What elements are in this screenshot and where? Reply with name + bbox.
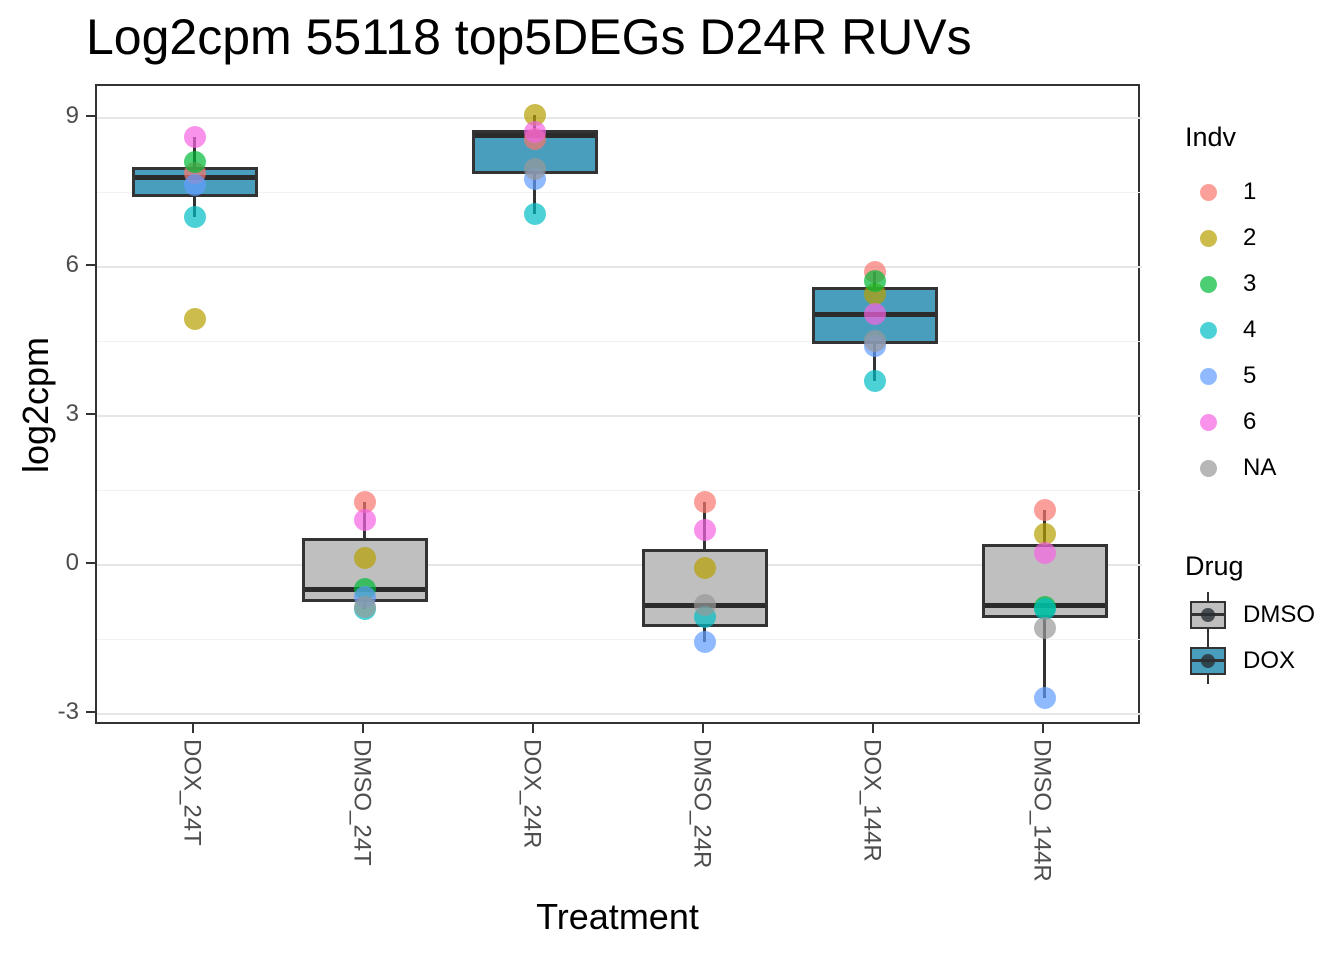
legend-indv-dot-6 (1200, 413, 1217, 431)
legend-indv-dot-2 (1200, 229, 1217, 247)
point-DMSO_24R-indv-1 (693, 490, 716, 513)
x-tick-mark (871, 724, 874, 733)
gridline-minor (97, 191, 1142, 193)
point-DMSO_144R-indv-6 (1033, 542, 1056, 565)
point-DOX_24T-indv-4 (183, 206, 206, 229)
gridline-major (97, 564, 1142, 566)
legend-drug-key-DOX (1188, 638, 1228, 684)
legend-indv-title: Indv (1185, 122, 1237, 152)
point-DMSO_24T-indv-NA (353, 596, 376, 619)
legend-indv-dot-1 (1200, 183, 1217, 201)
legend-drug-key-DMSO (1188, 592, 1228, 638)
gridline-minor (97, 340, 1142, 342)
point-DOX_144R-indv-NA (863, 330, 886, 353)
legend-indv-label-1: 1 (1243, 178, 1257, 205)
gridline-minor (97, 639, 1142, 641)
gridline-major (97, 713, 1142, 716)
point-DMSO_144R-indv-4 (1033, 597, 1056, 620)
legend-indv-dot-5 (1200, 367, 1217, 385)
x-tick-label-DMSO_24T: DMSO_24T (348, 739, 376, 866)
x-tick-mark (531, 724, 534, 733)
point-DOX_24T-indv-2 (183, 308, 206, 331)
legend-indv-dot-NA (1200, 459, 1217, 477)
point-DOX_24T-indv-5 (183, 173, 206, 196)
legend-indv-label-2: 2 (1243, 224, 1257, 251)
point-DOX_144R-indv-6 (863, 303, 886, 326)
point-DOX_24R-indv-2 (523, 104, 546, 127)
gridline-major (97, 265, 1142, 268)
point-DMSO_144R-indv-NA (1033, 617, 1056, 640)
point-DMSO_144R-indv-1 (1033, 499, 1056, 522)
point-DOX_24T-indv-3 (183, 150, 206, 173)
point-DMSO_24R-indv-5 (693, 631, 716, 654)
gridline-major (97, 116, 1142, 119)
y-tick-label: -3 (57, 698, 79, 726)
point-DMSO_24T-indv-2 (353, 547, 376, 570)
point-DOX_144R-indv-4 (863, 370, 886, 393)
x-tick-mark (191, 724, 194, 733)
legend-indv-dot-4 (1200, 321, 1217, 339)
chart-title: Log2cpm 55118 top5DEGs D24R RUVs (86, 9, 972, 65)
point-DMSO_144R-indv-2 (1033, 523, 1056, 546)
point-DOX_24T-indv-6 (183, 125, 206, 148)
plot-panel (95, 84, 1142, 724)
key-point (1201, 654, 1215, 668)
y-tick-mark (86, 711, 95, 714)
y-tick-mark (86, 263, 95, 266)
point-DMSO_24T-indv-6 (353, 509, 376, 532)
legend-indv-dot-3 (1200, 275, 1217, 293)
legend-indv-label-6: 6 (1243, 408, 1257, 435)
key-point (1201, 608, 1215, 622)
point-DOX_24R-indv-4 (523, 203, 546, 226)
gridline-major (97, 414, 1142, 417)
legend-drug-title: Drug (1185, 551, 1244, 581)
legend-indv-label-4: 4 (1243, 316, 1257, 343)
x-tick-label-DMSO_24R: DMSO_24R (688, 739, 716, 869)
legend-indv-label-3: 3 (1243, 270, 1257, 297)
point-DMSO_24R-indv-NA (693, 593, 716, 616)
x-tick-label-DOX_24T: DOX_24T (178, 739, 206, 846)
point-DOX_24R-indv-NA (523, 157, 546, 180)
y-tick-mark (86, 412, 95, 415)
y-tick-label: 0 (65, 549, 79, 576)
point-DMSO_144R-indv-5 (1033, 686, 1056, 709)
legend-indv-label-5: 5 (1243, 362, 1257, 389)
point-DOX_24R-indv-6 (523, 120, 546, 143)
y-tick-label: 6 (65, 250, 79, 278)
y-tick-mark (86, 562, 95, 564)
x-tick-mark (701, 724, 704, 733)
point-DOX_144R-indv-3 (863, 270, 886, 293)
x-tick-label-DOX_24R: DOX_24R (518, 739, 546, 849)
y-tick-label: 3 (65, 399, 79, 427)
x-axis-title: Treatment (536, 896, 699, 937)
x-tick-label-DMSO_144R: DMSO_144R (1028, 739, 1056, 882)
legend-drug-label-DMSO: DMSO (1243, 601, 1315, 628)
point-DMSO_24R-indv-2 (693, 556, 716, 579)
legend-drug-label-DOX: DOX (1243, 647, 1296, 674)
x-tick-mark (361, 724, 364, 733)
point-DMSO_24T-indv-1 (353, 490, 376, 513)
x-tick-label-DOX_144R: DOX_144R (858, 739, 886, 862)
y-tick-label: 9 (65, 101, 79, 129)
gridline-minor (97, 489, 1142, 491)
legend-indv-label-NA: NA (1243, 454, 1277, 481)
point-DMSO_24R-indv-6 (693, 519, 716, 542)
y-tick-mark (86, 114, 95, 117)
x-tick-mark (1041, 724, 1044, 733)
